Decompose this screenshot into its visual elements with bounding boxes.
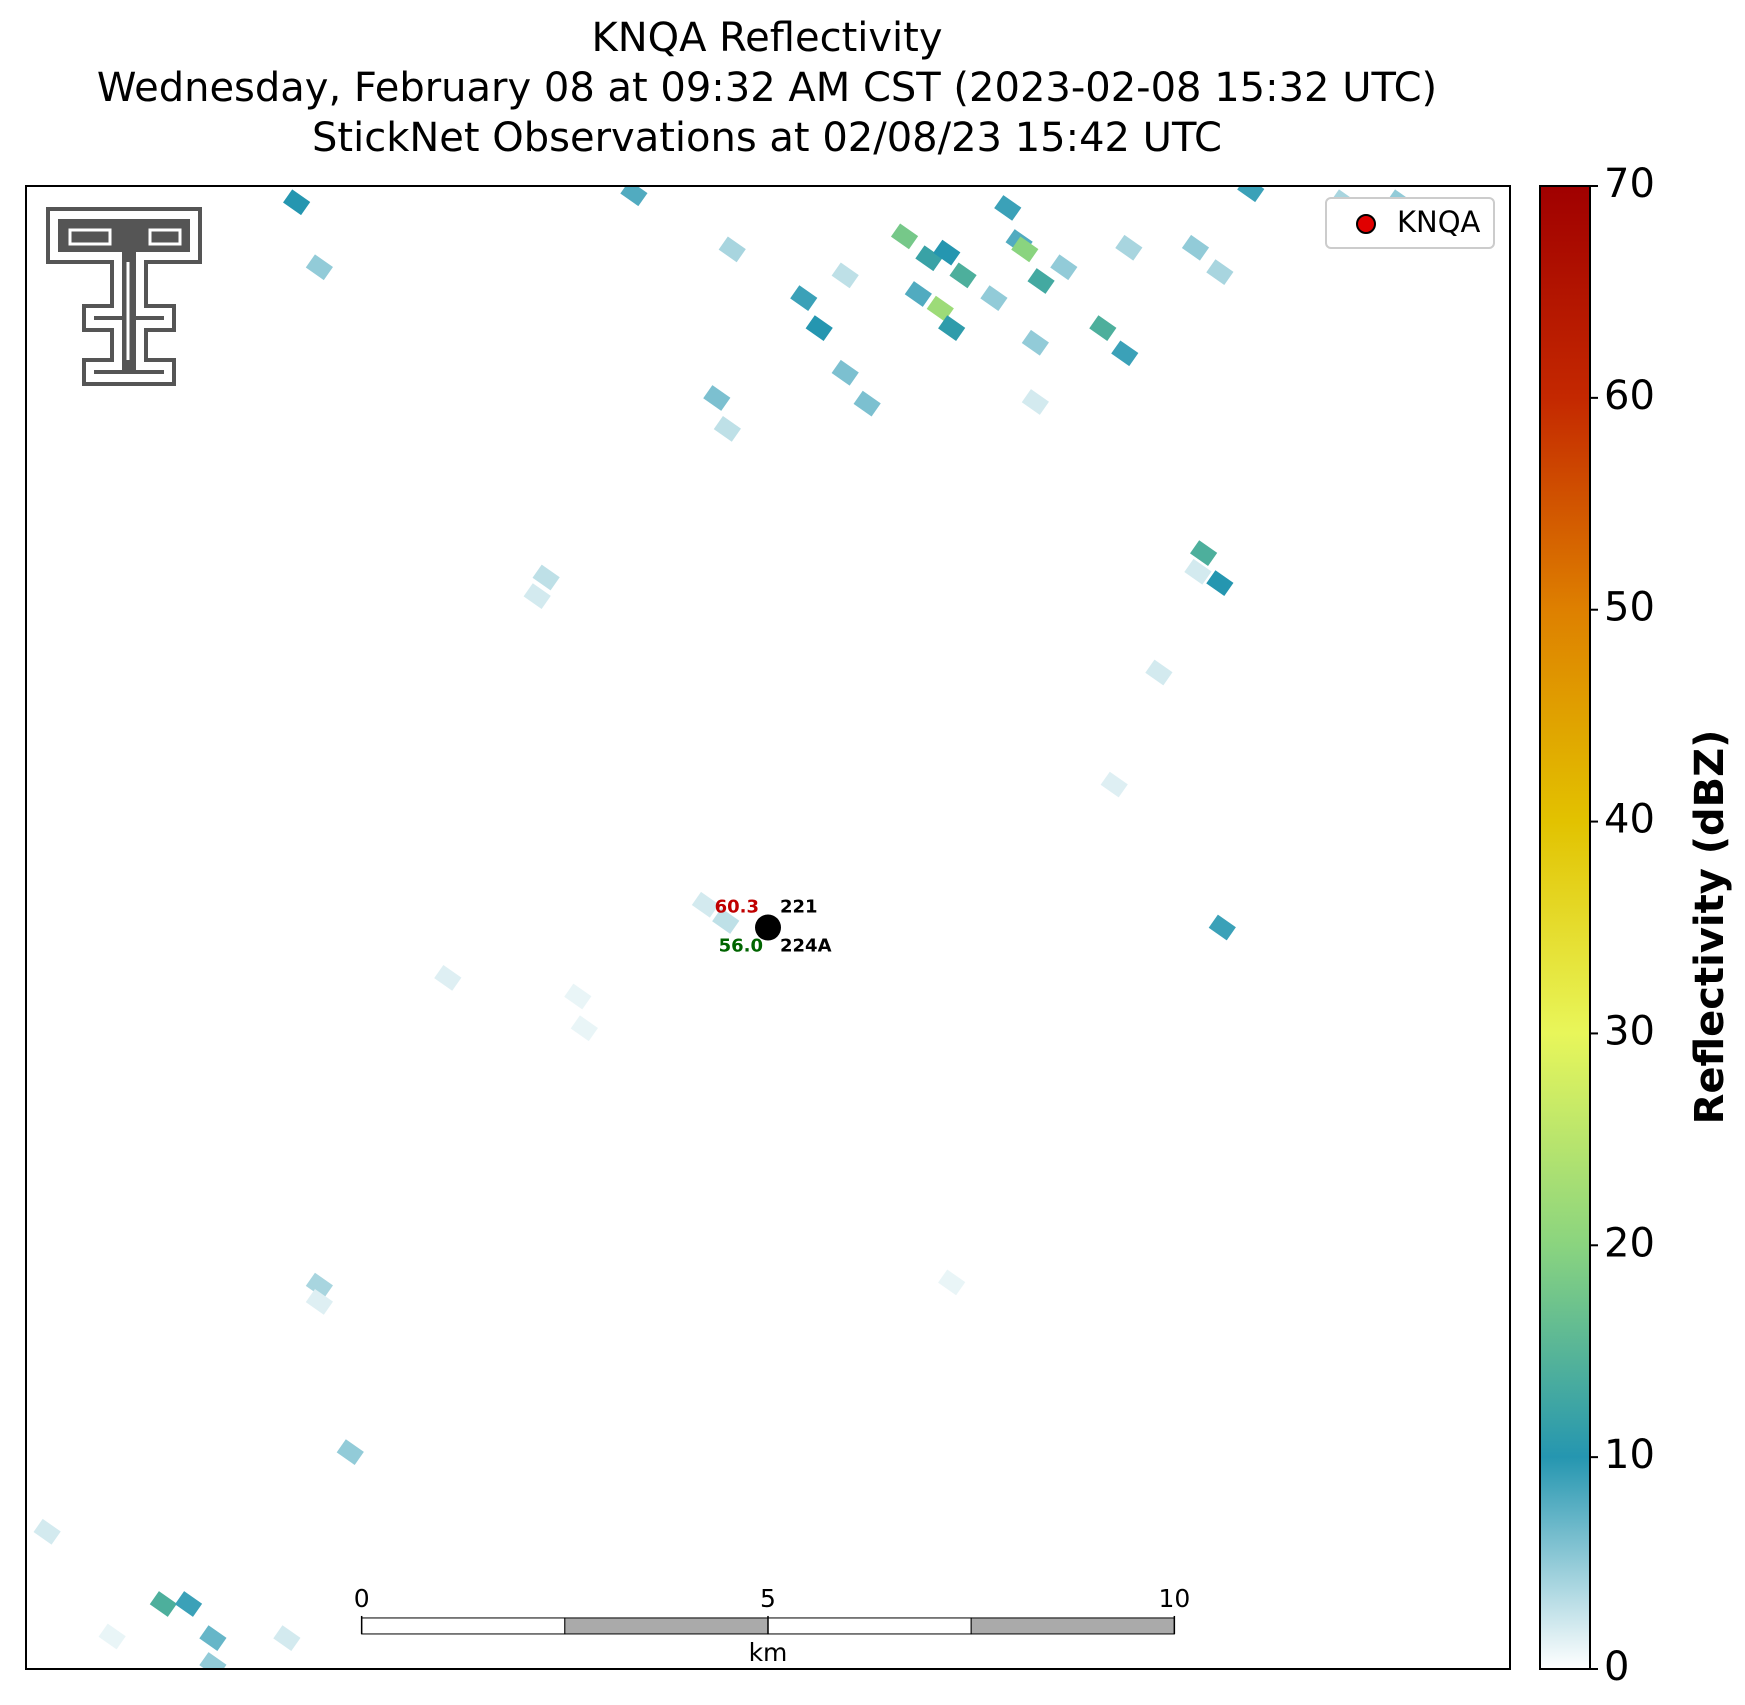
scale-segment: [970, 1617, 1175, 1635]
scale-unit: km: [749, 1638, 788, 1667]
echo-cell: [1115, 234, 1143, 261]
station-id: 224A: [780, 936, 832, 957]
echo-cell: [1100, 771, 1128, 798]
scale-segment: [767, 1617, 972, 1635]
echo-cell: [904, 281, 932, 307]
echo-cell: [915, 245, 943, 272]
logo: [46, 207, 202, 386]
colorbar-tick-label: 50: [1604, 585, 1655, 631]
echo-cell: [831, 262, 859, 289]
echo-cell: [713, 415, 741, 442]
title: KNQA Reflectivity: [591, 15, 942, 61]
echo-cell: [1181, 234, 1210, 261]
colorbar-tick-label: 30: [1604, 1008, 1655, 1054]
echo-cell: [1208, 914, 1236, 941]
echo-cell: [532, 564, 560, 591]
legend-box: [1325, 197, 1495, 249]
echo-cell: [199, 1625, 227, 1652]
echo-cell: [691, 891, 720, 918]
colorbar-label: Reflectivity (dBZ): [1687, 730, 1733, 1125]
echo-cell: [305, 254, 333, 281]
colorbar-tick-label: 10: [1604, 1432, 1655, 1478]
colorbar: [1539, 185, 1591, 1670]
colorbar-tick-label: 60: [1604, 373, 1655, 419]
echo-cell: [98, 1623, 126, 1650]
echo-cell: [1021, 389, 1049, 415]
echo-cell: [1011, 236, 1039, 263]
colorbar-tick-label: 70: [1604, 161, 1655, 207]
subtitle: Wednesday, February 08 at 09:32 AM CST (…: [97, 65, 1437, 111]
echo-cell: [523, 583, 551, 610]
echo-cell: [712, 908, 740, 934]
echo-cell: [980, 285, 1008, 311]
echo-cell: [149, 1591, 177, 1617]
echo-cell: [949, 262, 977, 289]
echo-cell: [938, 1269, 966, 1296]
echo-cell: [933, 239, 961, 266]
echo-cell: [1206, 259, 1234, 285]
echo-cell: [718, 236, 746, 263]
echo-cell: [1184, 558, 1212, 585]
echo-cell: [703, 385, 731, 411]
echo-cell: [994, 195, 1022, 221]
echo-cell: [336, 1439, 364, 1466]
echo-cell: [938, 315, 966, 341]
colorbar-tick-label: 20: [1604, 1220, 1655, 1266]
echo-cell: [1145, 659, 1173, 686]
station-value: 60.3: [715, 897, 759, 918]
echo-cell: [33, 1518, 61, 1545]
subtitle: StickNet Observations at 02/08/23 15:42 …: [312, 115, 1222, 161]
map-area: [33, 186, 1414, 1669]
echo-cell: [570, 1015, 598, 1042]
echo-cell: [199, 1652, 227, 1669]
scale-tick-label: 0: [354, 1584, 370, 1613]
echo-cell: [305, 1272, 333, 1299]
echo-cell: [1021, 329, 1049, 356]
colorbar-tick-label: 40: [1604, 797, 1655, 843]
echo-cell: [1111, 340, 1139, 367]
echo-cell: [1089, 315, 1117, 341]
scale-segment: [361, 1617, 566, 1635]
echo-cell: [305, 1289, 333, 1315]
legend-label: KNQA: [1397, 205, 1481, 239]
station-marker: [755, 914, 781, 941]
echo-cell: [283, 189, 311, 216]
colorbar-tick-label: 0: [1604, 1644, 1629, 1690]
echo-cell: [790, 285, 818, 311]
scale-tick-label: 10: [1158, 1584, 1190, 1613]
echo-cell: [805, 315, 833, 341]
echo-cell: [174, 1591, 203, 1617]
echo-cell: [1206, 570, 1234, 597]
echo-cell: [1237, 186, 1265, 203]
echo-cell: [853, 390, 881, 417]
echo-cell: [1027, 268, 1055, 294]
station-id: 221: [780, 897, 818, 918]
scale-tick-label: 5: [760, 1584, 776, 1613]
legend-marker: [1356, 214, 1376, 234]
echo-cell: [1190, 540, 1218, 566]
echo-cell: [620, 186, 648, 207]
echo-cell: [926, 295, 954, 322]
scale-segment: [564, 1617, 769, 1635]
echo-cell: [1050, 254, 1078, 281]
station-value: 56.0: [719, 936, 763, 957]
echo-cell: [434, 964, 462, 991]
map-frame: [25, 185, 1511, 1670]
echo-cell: [564, 983, 592, 1010]
echo-cell: [273, 1625, 301, 1652]
echo-cell: [831, 359, 859, 386]
echo-cell: [890, 223, 919, 250]
